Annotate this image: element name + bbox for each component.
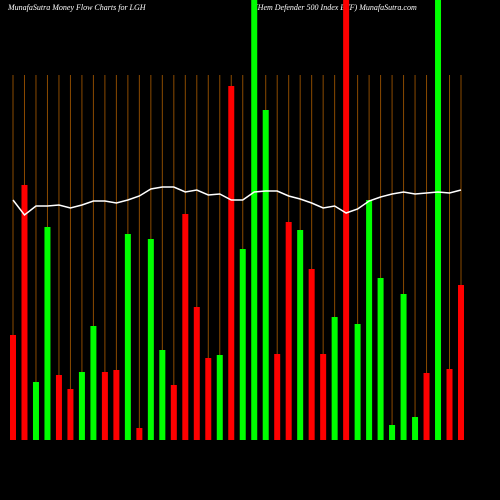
bar xyxy=(78,372,85,440)
bar xyxy=(308,269,315,440)
bar xyxy=(377,278,384,440)
bar xyxy=(193,307,200,440)
bar xyxy=(412,417,419,440)
bar xyxy=(10,335,16,440)
bar xyxy=(159,350,166,440)
bar xyxy=(262,110,269,440)
bar xyxy=(205,358,212,440)
bar xyxy=(458,285,464,440)
bar xyxy=(55,375,62,440)
chart-title: MunafaSutra Money Flow Charts for LGH xyxy=(7,3,147,12)
chart-subtitle: (Hem Defender 500 Index ETF) MunafaSutra… xyxy=(255,3,417,12)
bar xyxy=(90,326,97,440)
bar xyxy=(113,370,120,440)
bar xyxy=(331,317,338,440)
bar xyxy=(32,382,39,440)
bar xyxy=(101,372,108,440)
bar xyxy=(320,354,327,440)
bar xyxy=(297,230,304,440)
bar xyxy=(67,389,74,440)
bar xyxy=(170,385,177,440)
bar xyxy=(366,200,373,440)
line xyxy=(12,186,462,217)
bar xyxy=(182,214,189,440)
bar xyxy=(136,428,143,440)
bar xyxy=(354,324,361,440)
bar xyxy=(124,234,131,440)
bar xyxy=(147,239,154,440)
bar xyxy=(228,86,235,440)
bar xyxy=(343,0,350,440)
bar xyxy=(251,0,258,440)
bar xyxy=(423,373,430,440)
bar xyxy=(400,294,407,440)
bar xyxy=(239,249,246,440)
bar xyxy=(274,354,281,440)
bar xyxy=(389,425,396,440)
bar xyxy=(216,355,223,440)
bar xyxy=(435,0,442,440)
bar xyxy=(44,227,51,440)
bar xyxy=(285,222,292,440)
bar xyxy=(21,185,28,440)
bar xyxy=(446,369,453,440)
